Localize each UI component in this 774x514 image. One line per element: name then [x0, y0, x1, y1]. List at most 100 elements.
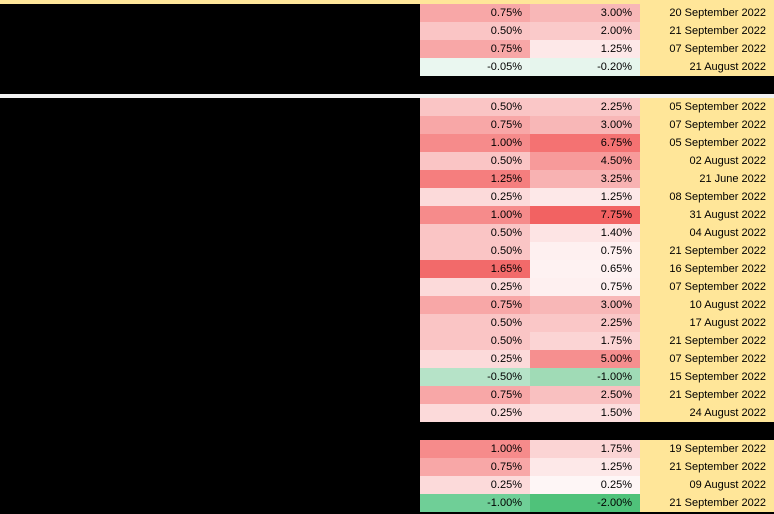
current-rate-cell: 6.75%: [530, 134, 640, 152]
date-cell: 31 August 2022: [640, 206, 774, 224]
row-label-spacer: [0, 494, 420, 512]
rate-change-cell: 0.50%: [420, 314, 530, 332]
table-row: 0.75%3.00%07 September 2022: [0, 116, 774, 134]
rate-change-cell: 1.00%: [420, 134, 530, 152]
rate-change-cell: 0.75%: [420, 40, 530, 58]
date-cell: 05 September 2022: [640, 134, 774, 152]
table-row: 0.25%1.25%08 September 2022: [0, 188, 774, 206]
current-rate-cell: 5.00%: [530, 350, 640, 368]
table-row: 0.50%2.25%05 September 2022: [0, 98, 774, 116]
table-row: 0.75%1.25%07 September 2022: [0, 40, 774, 58]
row-label-spacer: [0, 134, 420, 152]
table-row: 1.25%3.25%21 June 2022: [0, 170, 774, 188]
table-row: -0.50%-1.00%15 September 2022: [0, 368, 774, 386]
current-rate-cell: 0.75%: [530, 242, 640, 260]
date-cell: 08 September 2022: [640, 188, 774, 206]
date-cell: 21 September 2022: [640, 494, 774, 512]
current-rate-cell: 2.25%: [530, 98, 640, 116]
row-label-spacer: [0, 314, 420, 332]
date-cell: 17 August 2022: [640, 314, 774, 332]
date-cell: 02 August 2022: [640, 152, 774, 170]
row-label-spacer: [0, 476, 420, 494]
date-cell: 21 September 2022: [640, 386, 774, 404]
row-label-spacer: [0, 188, 420, 206]
rate-change-cell: 0.50%: [420, 152, 530, 170]
current-rate-cell: 0.25%: [530, 476, 640, 494]
table-row: -1.00%-2.00%21 September 2022: [0, 494, 774, 512]
current-rate-cell: 1.25%: [530, 40, 640, 58]
current-rate-cell: 2.50%: [530, 386, 640, 404]
row-label-spacer: [0, 22, 420, 40]
rate-change-cell: 0.25%: [420, 278, 530, 296]
date-cell: 05 September 2022: [640, 98, 774, 116]
rate-change-cell: 0.25%: [420, 404, 530, 422]
rate-change-cell: 0.75%: [420, 116, 530, 134]
date-cell: 19 September 2022: [640, 440, 774, 458]
date-cell: 21 August 2022: [640, 58, 774, 76]
rate-change-cell: -0.05%: [420, 58, 530, 76]
table-row: 0.75%1.25%21 September 2022: [0, 458, 774, 476]
table-row: 1.00%1.75%19 September 2022: [0, 440, 774, 458]
table-row: 0.50%2.00%21 September 2022: [0, 22, 774, 40]
table-row: 0.50%0.75%21 September 2022: [0, 242, 774, 260]
rate-change-cell: 0.75%: [420, 296, 530, 314]
rates-table: 0.75%3.00%20 September 20220.50%2.00%21 …: [0, 0, 774, 512]
table-row: 0.25%1.50%24 August 2022: [0, 404, 774, 422]
row-label-spacer: [0, 350, 420, 368]
rate-change-cell: 0.25%: [420, 476, 530, 494]
rate-change-cell: 0.25%: [420, 188, 530, 206]
row-label-spacer: [0, 242, 420, 260]
row-label-spacer: [0, 404, 420, 422]
section-divider: [0, 422, 774, 440]
date-cell: 10 August 2022: [640, 296, 774, 314]
table-row: 0.75%2.50%21 September 2022: [0, 386, 774, 404]
rate-change-cell: 0.75%: [420, 386, 530, 404]
date-cell: 24 August 2022: [640, 404, 774, 422]
table-row: 1.00%6.75%05 September 2022: [0, 134, 774, 152]
table-row: 1.65%0.65%16 September 2022: [0, 260, 774, 278]
current-rate-cell: 1.40%: [530, 224, 640, 242]
rate-change-cell: -0.50%: [420, 368, 530, 386]
rate-change-cell: 0.50%: [420, 332, 530, 350]
section-divider: [0, 76, 774, 94]
current-rate-cell: -0.20%: [530, 58, 640, 76]
rate-change-cell: 1.25%: [420, 170, 530, 188]
rate-change-cell: 0.50%: [420, 242, 530, 260]
current-rate-cell: -1.00%: [530, 368, 640, 386]
row-label-spacer: [0, 206, 420, 224]
current-rate-cell: 2.00%: [530, 22, 640, 40]
date-cell: 20 September 2022: [640, 4, 774, 22]
date-cell: 21 September 2022: [640, 242, 774, 260]
row-label-spacer: [0, 458, 420, 476]
row-label-spacer: [0, 224, 420, 242]
rate-change-cell: 0.25%: [420, 350, 530, 368]
current-rate-cell: -2.00%: [530, 494, 640, 512]
table-row: 0.25%5.00%07 September 2022: [0, 350, 774, 368]
current-rate-cell: 1.75%: [530, 332, 640, 350]
row-label-spacer: [0, 58, 420, 76]
rate-change-cell: 1.00%: [420, 206, 530, 224]
row-label-spacer: [0, 40, 420, 58]
row-label-spacer: [0, 296, 420, 314]
current-rate-cell: 1.75%: [530, 440, 640, 458]
current-rate-cell: 7.75%: [530, 206, 640, 224]
date-cell: 21 September 2022: [640, 458, 774, 476]
rate-change-cell: 1.00%: [420, 440, 530, 458]
date-cell: 21 September 2022: [640, 332, 774, 350]
date-cell: 07 September 2022: [640, 40, 774, 58]
rate-change-cell: 0.50%: [420, 98, 530, 116]
table-row: 0.75%3.00%10 August 2022: [0, 296, 774, 314]
current-rate-cell: 0.75%: [530, 278, 640, 296]
date-cell: 07 September 2022: [640, 278, 774, 296]
rate-change-cell: 0.75%: [420, 458, 530, 476]
row-label-spacer: [0, 368, 420, 386]
row-label-spacer: [0, 170, 420, 188]
date-cell: 16 September 2022: [640, 260, 774, 278]
rate-change-cell: 0.75%: [420, 4, 530, 22]
current-rate-cell: 1.50%: [530, 404, 640, 422]
current-rate-cell: 0.65%: [530, 260, 640, 278]
table-row: 0.75%3.00%20 September 2022: [0, 4, 774, 22]
table-row: 0.50%2.25%17 August 2022: [0, 314, 774, 332]
current-rate-cell: 1.25%: [530, 188, 640, 206]
rate-change-cell: 0.50%: [420, 22, 530, 40]
